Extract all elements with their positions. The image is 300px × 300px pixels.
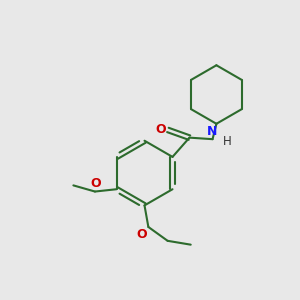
Text: O: O [156, 123, 167, 136]
Text: H: H [223, 135, 232, 148]
Text: O: O [136, 229, 147, 242]
Text: N: N [207, 125, 218, 138]
Text: O: O [90, 177, 101, 190]
